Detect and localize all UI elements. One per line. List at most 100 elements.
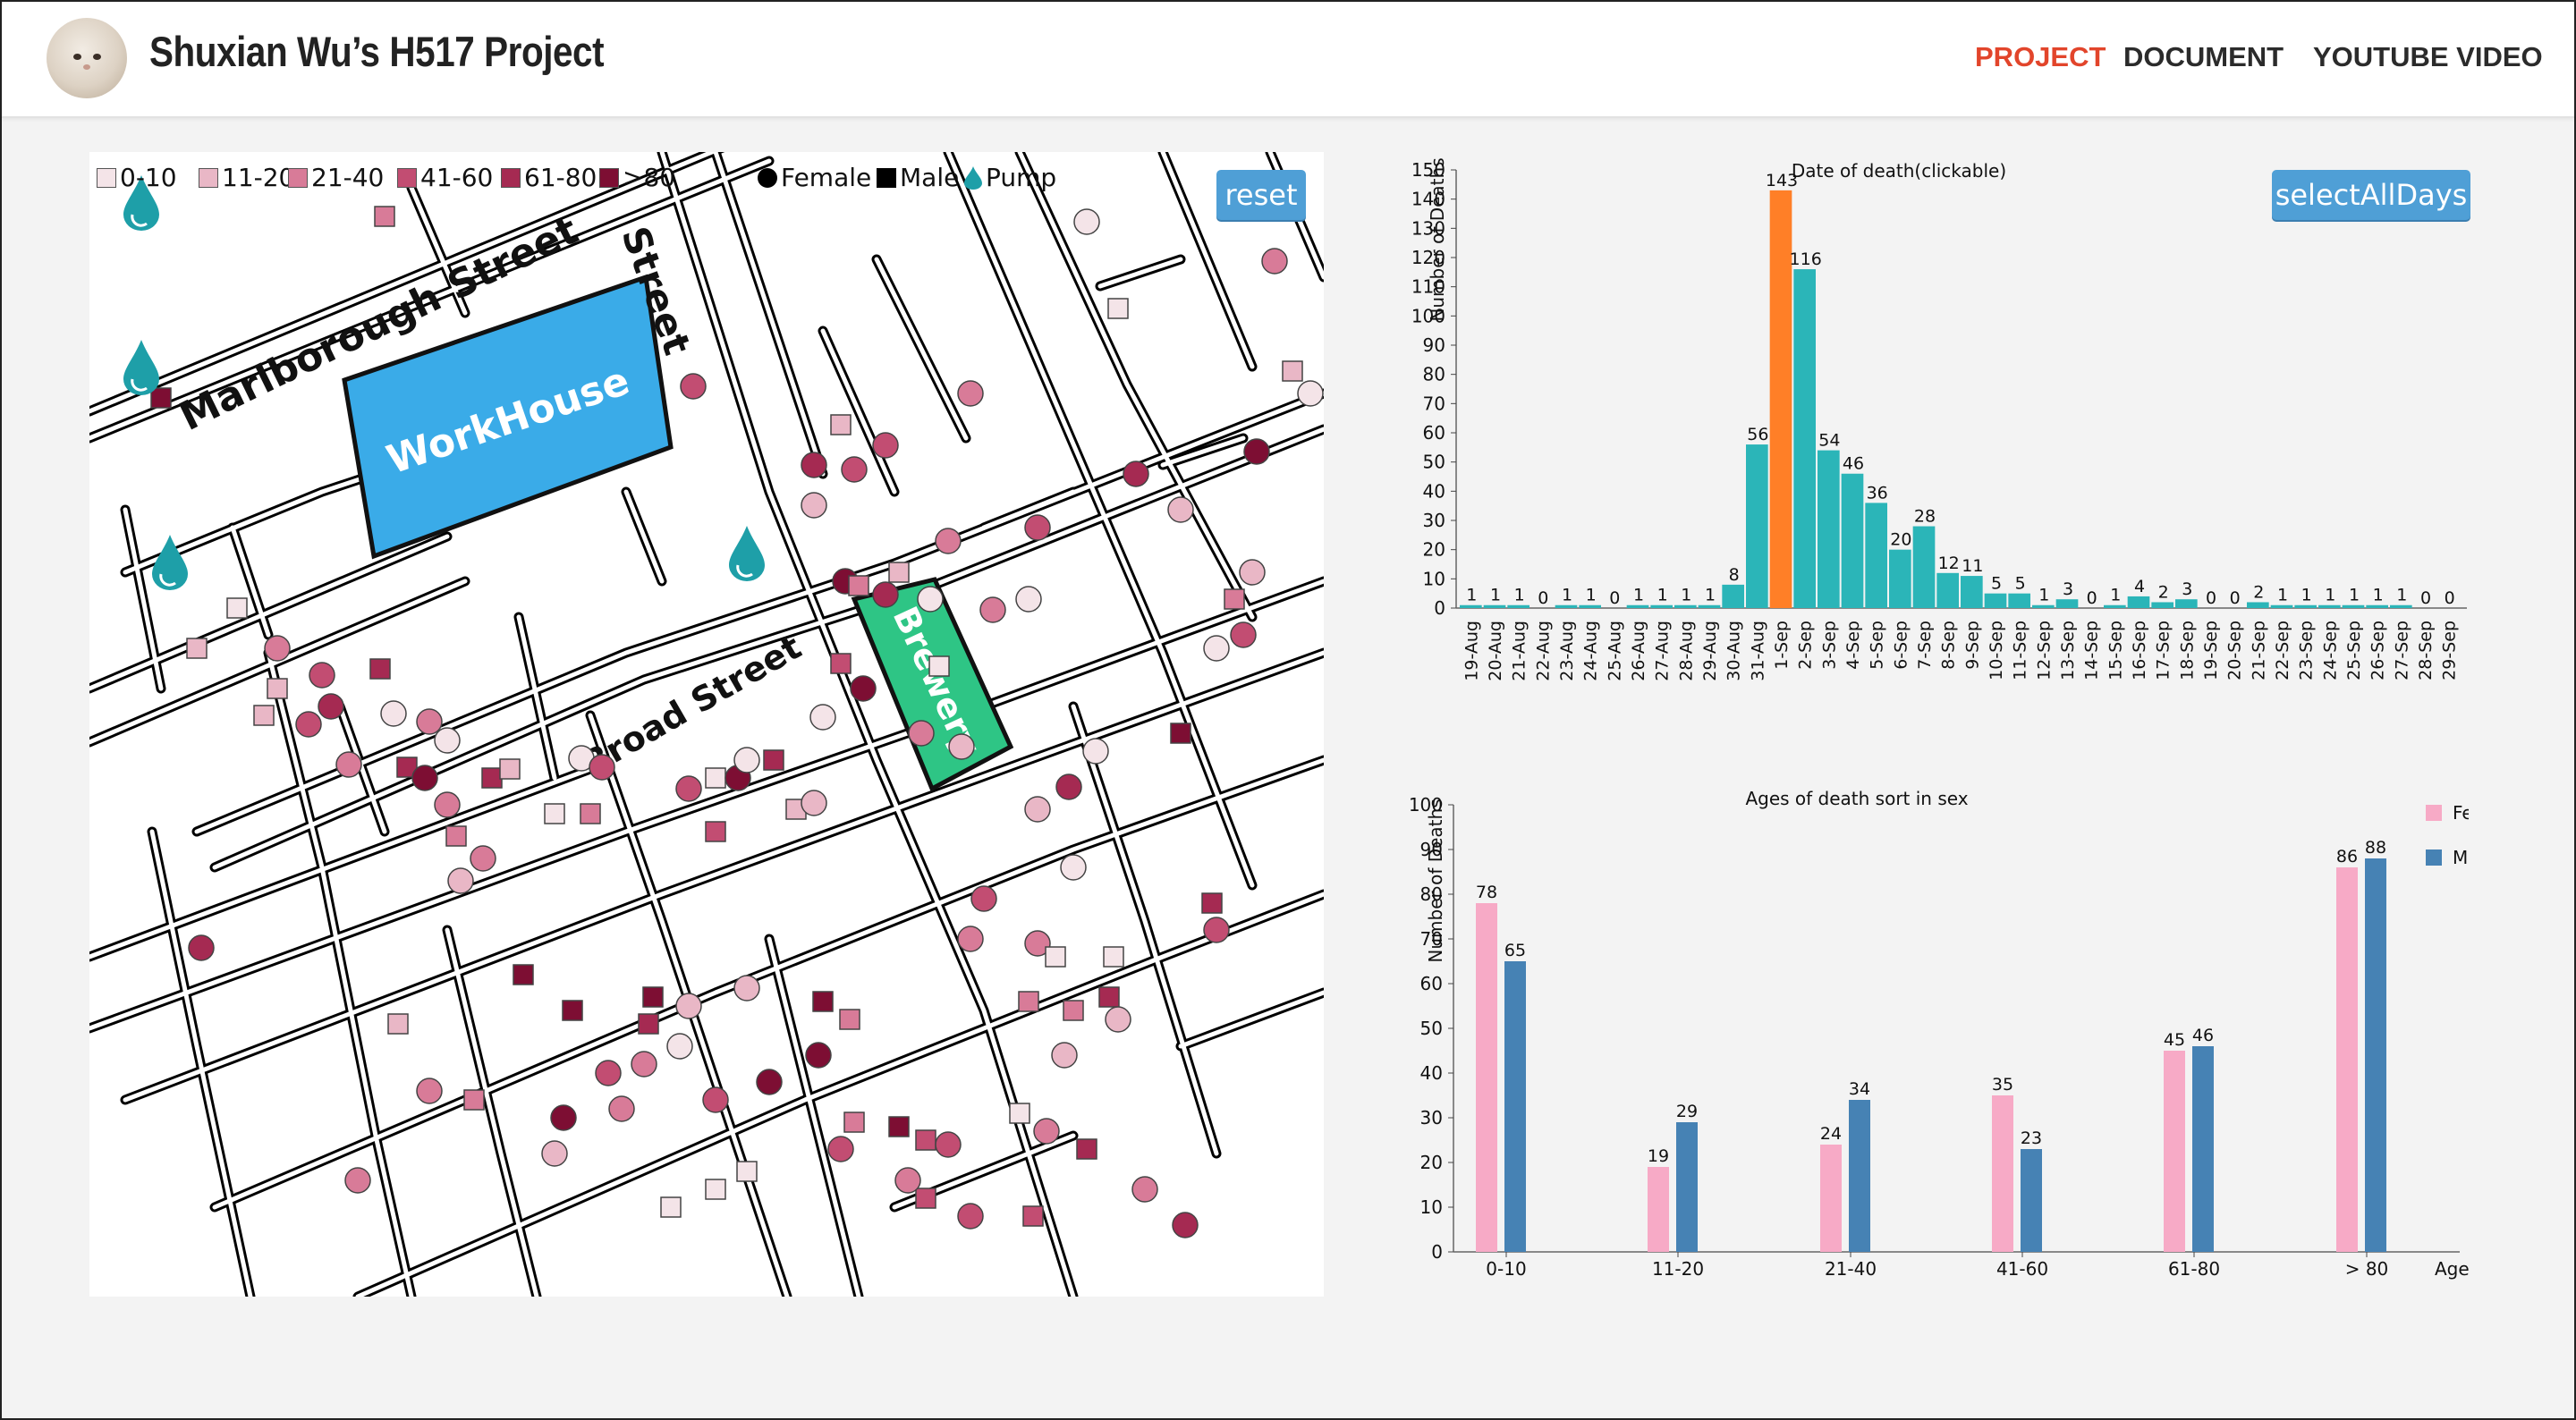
death-marker-male[interactable] — [1201, 892, 1223, 914]
death-marker-male[interactable] — [642, 986, 664, 1008]
legend-female[interactable]: Female — [758, 163, 871, 192]
legend-age-0-10[interactable]: 0-10 — [97, 163, 177, 192]
death-marker-female[interactable] — [827, 1136, 854, 1162]
legend-age-61-80[interactable]: 61-80 — [501, 163, 597, 192]
death-marker-female[interactable] — [335, 751, 362, 778]
age-bar-male[interactable] — [2192, 1046, 2214, 1252]
date-bar[interactable] — [1460, 604, 1482, 608]
date-bar[interactable] — [2318, 604, 2341, 608]
death-marker-female[interactable] — [416, 1078, 443, 1104]
date-bar[interactable] — [1841, 473, 1864, 608]
death-marker-male[interactable] — [843, 1111, 865, 1133]
death-marker-female[interactable] — [589, 754, 615, 781]
death-marker-female[interactable] — [957, 380, 984, 407]
death-marker-female[interactable] — [733, 975, 760, 1002]
death-marker-female[interactable] — [608, 1095, 635, 1122]
street-map[interactable]: WorkHouse Brewery Marlborough Street Bro… — [89, 152, 1324, 1297]
date-bar[interactable] — [1961, 576, 1983, 608]
death-marker-female[interactable] — [447, 867, 474, 894]
water-pump-icon[interactable] — [123, 340, 159, 395]
death-marker-male[interactable] — [226, 597, 248, 619]
death-marker-female[interactable] — [550, 1104, 577, 1131]
death-marker-female[interactable] — [805, 1042, 832, 1069]
death-marker-female[interactable] — [1073, 208, 1100, 235]
death-marker-male[interactable] — [1076, 1138, 1097, 1160]
death-marker-female[interactable] — [541, 1140, 568, 1167]
death-marker-male[interactable] — [915, 1188, 936, 1209]
death-marker-female[interactable] — [702, 1086, 729, 1113]
death-marker-male[interactable] — [387, 1013, 409, 1035]
death-marker-male[interactable] — [513, 964, 534, 985]
age-bar-female[interactable] — [1476, 903, 1497, 1252]
death-marker-male[interactable] — [830, 414, 852, 435]
death-marker-male[interactable] — [763, 749, 784, 771]
death-marker-male[interactable] — [396, 756, 418, 778]
death-marker-male[interactable] — [369, 658, 391, 680]
death-marker-male[interactable] — [928, 655, 950, 677]
death-marker-male[interactable] — [888, 1116, 910, 1137]
age-bar-female[interactable] — [1648, 1167, 1669, 1252]
death-marker-male[interactable] — [830, 653, 852, 674]
death-marker-female[interactable] — [675, 993, 702, 1019]
death-marker-female[interactable] — [979, 596, 1006, 623]
date-bar[interactable] — [1674, 604, 1697, 608]
death-marker-male[interactable] — [888, 562, 910, 583]
death-marker-male[interactable] — [1282, 360, 1303, 382]
age-bar-female[interactable] — [1992, 1095, 2013, 1252]
death-marker-female[interactable] — [1172, 1212, 1199, 1238]
date-bar[interactable] — [2390, 604, 2412, 608]
death-marker-female[interactable] — [631, 1051, 657, 1078]
cholera-map[interactable]: WorkHouse Brewery Marlborough Street Bro… — [89, 152, 1324, 1297]
death-marker-male[interactable] — [705, 767, 726, 789]
death-marker-female[interactable] — [809, 704, 836, 731]
death-marker-female[interactable] — [1055, 773, 1082, 800]
date-bar[interactable] — [2247, 602, 2269, 608]
date-bar[interactable] — [2055, 599, 2079, 608]
death-marker-female[interactable] — [850, 675, 877, 702]
death-marker-female[interactable] — [1051, 1042, 1078, 1069]
death-marker-female[interactable] — [1261, 248, 1288, 275]
death-marker-female[interactable] — [1105, 1006, 1131, 1033]
death-marker-male[interactable] — [736, 1161, 758, 1182]
date-bar[interactable] — [2151, 602, 2174, 608]
death-marker-female[interactable] — [935, 1131, 962, 1158]
select-all-days-button[interactable]: selectAllDays — [2272, 170, 2470, 220]
date-bar[interactable] — [1818, 450, 1840, 608]
date-bar[interactable] — [2104, 604, 2126, 608]
death-marker-male[interactable] — [374, 206, 395, 227]
death-marker-female[interactable] — [872, 432, 899, 459]
death-marker-male[interactable] — [660, 1196, 682, 1218]
date-bar[interactable] — [1984, 593, 2007, 608]
death-marker-female[interactable] — [434, 727, 461, 754]
age-bar-female[interactable] — [1820, 1145, 1842, 1252]
death-marker-female[interactable] — [1239, 559, 1266, 586]
death-marker-male[interactable] — [1107, 298, 1129, 319]
date-bar[interactable] — [1483, 604, 1506, 608]
death-marker-female[interactable] — [1297, 380, 1324, 407]
ages-of-death-chart[interactable]: Ages of death sort in sex Number of Deat… — [1360, 778, 2518, 1314]
date-bar[interactable] — [2294, 604, 2317, 608]
death-marker-male[interactable] — [267, 678, 288, 699]
legend-age-41-60[interactable]: 41-60 — [397, 163, 493, 192]
death-marker-female[interactable] — [841, 456, 868, 483]
death-marker-female[interactable] — [801, 790, 827, 816]
death-marker-female[interactable] — [872, 581, 899, 608]
death-marker-female[interactable] — [675, 775, 702, 802]
workhouse-building[interactable]: WorkHouse — [342, 274, 674, 560]
date-bar[interactable] — [2008, 593, 2030, 608]
death-marker-male[interactable] — [812, 991, 834, 1012]
death-marker-female[interactable] — [411, 765, 438, 791]
death-marker-female[interactable] — [595, 1060, 622, 1086]
reset-button[interactable]: reset — [1216, 170, 1306, 220]
death-marker-male[interactable] — [839, 1009, 860, 1030]
death-marker-female[interactable] — [935, 528, 962, 554]
death-marker-female[interactable] — [957, 926, 984, 952]
death-marker-female[interactable] — [1015, 586, 1042, 613]
death-marker-male[interactable] — [150, 387, 172, 409]
date-of-death-chart[interactable]: Date of death(clickable) Number of Death… — [1360, 148, 2470, 711]
date-bar[interactable] — [1555, 604, 1578, 608]
date-bar[interactable] — [1650, 604, 1673, 608]
death-marker-male[interactable] — [1098, 986, 1120, 1008]
death-marker-female[interactable] — [1203, 917, 1230, 943]
death-marker-female[interactable] — [680, 373, 707, 400]
